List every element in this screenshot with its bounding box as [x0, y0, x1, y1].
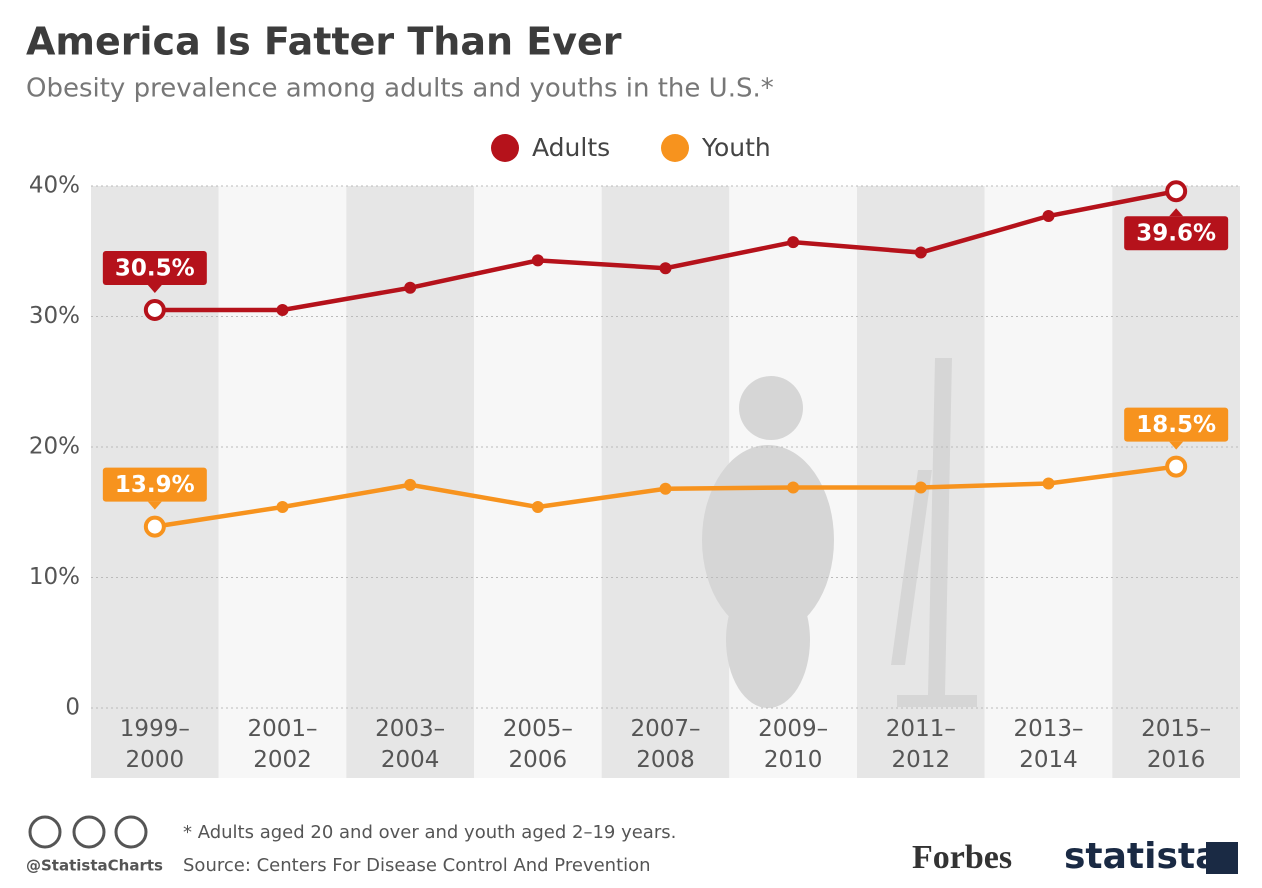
data-point — [404, 281, 417, 294]
chart-subtitle: Obesity prevalence among adults and yout… — [26, 74, 774, 104]
y-tick-label: 30% — [29, 303, 80, 329]
x-tick-label: 1999–2000 — [119, 716, 190, 773]
handle: @StatistaCharts — [26, 857, 163, 875]
label-box — [102, 250, 207, 285]
x-tick-label: 2011–2012 — [885, 716, 956, 773]
x-tick-label: 2005–2006 — [502, 716, 573, 773]
legend-label: Adults — [532, 133, 610, 162]
data-point — [276, 303, 289, 316]
footnote: * Adults aged 20 and over and youth aged… — [183, 822, 676, 843]
data-point — [787, 481, 800, 494]
x-tick-label: 2001–2002 — [247, 716, 318, 773]
brand: statista — [1064, 836, 1219, 877]
label-box — [102, 467, 207, 502]
data-point — [531, 501, 544, 514]
y-tick-label: 20% — [29, 434, 80, 460]
brand-logo — [1206, 842, 1238, 874]
band — [1112, 186, 1240, 778]
x-tick-label: 2003–2004 — [375, 716, 446, 773]
band — [474, 186, 602, 778]
data-point — [659, 482, 672, 495]
data-point — [404, 478, 417, 491]
x-tick-label: 2009–2010 — [758, 716, 829, 773]
data-point — [787, 236, 800, 249]
data-point — [914, 481, 927, 494]
band — [218, 186, 347, 778]
data-point — [1165, 455, 1188, 478]
data-point — [143, 298, 166, 321]
data-point — [914, 246, 927, 259]
x-tick-label: 2015–2016 — [1141, 716, 1212, 773]
label-pointer — [147, 501, 162, 510]
data-label: 18.5% — [1136, 412, 1216, 438]
label-box — [1124, 407, 1229, 442]
data-point — [276, 501, 289, 514]
label-pointer — [1169, 441, 1184, 450]
label-pointer — [147, 284, 162, 293]
data-point — [143, 515, 166, 538]
data-point — [1042, 210, 1055, 223]
data-point — [531, 254, 544, 267]
legend-label: Youth — [701, 133, 771, 162]
legend-marker — [491, 134, 519, 162]
chart-title: America Is Fatter Than Ever — [26, 20, 622, 64]
decoration — [702, 358, 977, 708]
legend-marker — [661, 134, 689, 162]
label-pointer — [1169, 208, 1184, 217]
x-tick-label: 2013–2014 — [1013, 716, 1084, 773]
x-tick-label: 2007–2008 — [630, 716, 701, 773]
label-box — [1124, 216, 1229, 251]
y-tick-label: 40% — [29, 173, 80, 199]
data-label: 39.6% — [1136, 221, 1216, 247]
data-point — [1165, 180, 1188, 203]
y-tick-label: 10% — [29, 564, 80, 590]
data-label: 13.9% — [115, 472, 195, 498]
band — [601, 186, 730, 778]
cc-icons — [28, 815, 148, 849]
data-point — [659, 262, 672, 275]
source: Source: Centers For Disease Control And … — [183, 855, 651, 876]
data-point — [1042, 477, 1055, 490]
data-label: 30.5% — [115, 255, 195, 281]
brand: Forbes — [912, 839, 1012, 876]
y-tick-label: 0 — [65, 695, 80, 721]
